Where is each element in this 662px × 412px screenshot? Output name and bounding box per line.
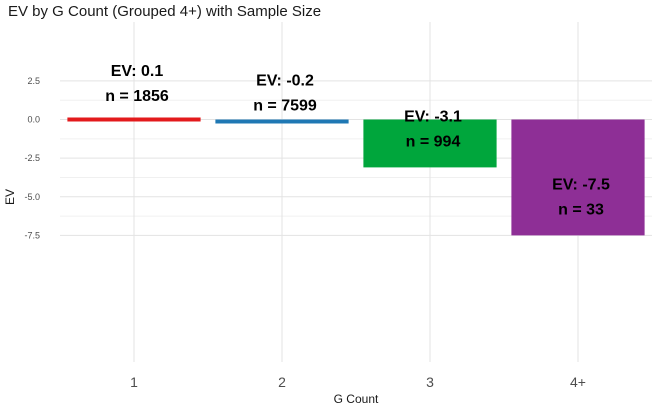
y-tick-label: -5.0 — [24, 192, 40, 202]
bars — [67, 117, 645, 236]
x-tick-label: 3 — [426, 374, 434, 390]
y-tick-label: 2.5 — [27, 76, 40, 86]
ev-label: EV: -0.2 — [256, 73, 314, 90]
bar-labels: EV: 0.1 n = 1856 EV: -0.2 n = 7599 EV: -3.1 n… — [105, 63, 610, 218]
n-label: n = 7599 — [253, 98, 317, 115]
y-axis-title: EV — [3, 189, 17, 205]
x-tick-label: 2 — [278, 374, 286, 390]
y-tick-label: -7.5 — [24, 230, 40, 240]
x-tick-label: 1 — [130, 374, 138, 390]
n-label: n = 994 — [406, 133, 461, 150]
ev-label: EV: -3.1 — [404, 108, 462, 125]
chart-title: EV by G Count (Grouped 4+) with Sample S… — [8, 3, 322, 20]
ev-label: EV: 0.1 — [111, 63, 164, 80]
n-label: n = 1856 — [105, 88, 169, 105]
bar-1 — [67, 117, 201, 122]
bar-2 — [215, 119, 349, 124]
x-tick-label: 4+ — [570, 374, 586, 390]
n-label: n = 33 — [558, 201, 604, 218]
bar-4+ — [511, 119, 645, 236]
y-axis-ticks: 2.5 0.0 -2.5 -5.0 -7.5 — [24, 76, 40, 241]
x-axis-ticks: 1 2 3 4+ — [130, 374, 586, 390]
bar-3 — [363, 119, 497, 168]
y-tick-label: -2.5 — [24, 153, 40, 163]
x-axis-title: G Count — [334, 392, 379, 406]
ev-label: EV: -7.5 — [552, 176, 610, 193]
y-tick-label: 0.0 — [27, 115, 40, 125]
